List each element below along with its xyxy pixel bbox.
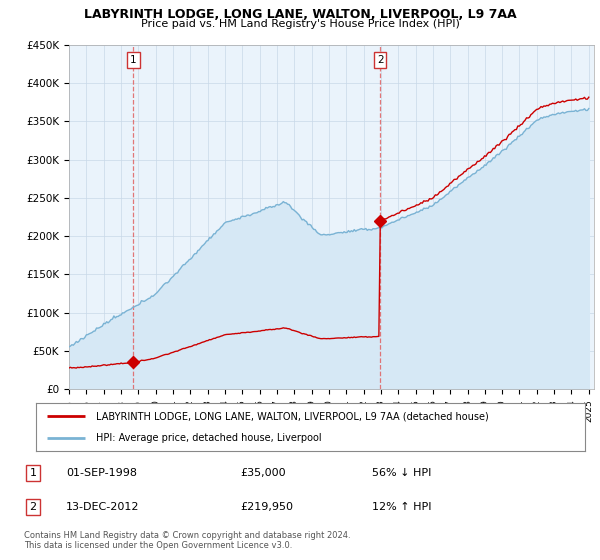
Text: 13-DEC-2012: 13-DEC-2012 [66,502,139,512]
Text: 12% ↑ HPI: 12% ↑ HPI [372,502,431,512]
Text: HPI: Average price, detached house, Liverpool: HPI: Average price, detached house, Live… [97,433,322,443]
Text: Price paid vs. HM Land Registry's House Price Index (HPI): Price paid vs. HM Land Registry's House … [140,19,460,29]
Text: £219,950: £219,950 [240,502,293,512]
Text: 1: 1 [130,55,137,65]
Text: Contains HM Land Registry data © Crown copyright and database right 2024.
This d: Contains HM Land Registry data © Crown c… [24,530,350,550]
Text: £35,000: £35,000 [240,468,286,478]
Text: 01-SEP-1998: 01-SEP-1998 [66,468,137,478]
Text: 2: 2 [29,502,37,512]
Text: 2: 2 [377,55,383,65]
Text: 56% ↓ HPI: 56% ↓ HPI [372,468,431,478]
Text: 1: 1 [29,468,37,478]
Text: LABYRINTH LODGE, LONG LANE, WALTON, LIVERPOOL, L9 7AA: LABYRINTH LODGE, LONG LANE, WALTON, LIVE… [83,8,517,21]
Text: LABYRINTH LODGE, LONG LANE, WALTON, LIVERPOOL, L9 7AA (detached house): LABYRINTH LODGE, LONG LANE, WALTON, LIVE… [97,411,489,421]
